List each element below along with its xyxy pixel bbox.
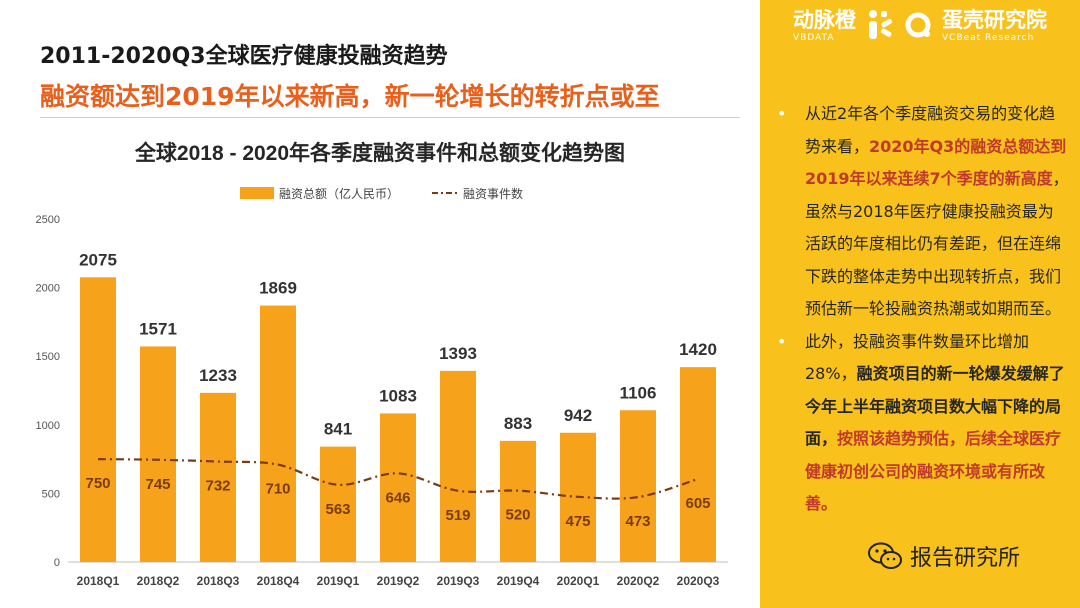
insight-highlight: 2020年Q3的融资总额达到2019年以来连续7个季度的新高度 [805,136,1067,189]
line-value-label: 519 [445,507,470,524]
bar [620,410,656,562]
brand-vcbeat-name: 蛋壳研究院 [942,8,1047,32]
brand-vcbeat-en: VCBeat Research [942,33,1035,43]
bar [440,370,476,562]
line-value-label: 646 [385,489,410,506]
bar-value-label: 1233 [199,366,237,385]
bar-value-label: 1420 [679,340,717,359]
page-title: 2011-2020Q3全球医疗健康投融资趋势 [40,44,448,69]
vbdata-logo-icon [869,10,892,39]
legend-bar-label: 融资总额（亿人民币） [279,186,399,201]
line-value-label: 732 [205,478,230,495]
line-value-label: 473 [625,513,650,530]
watermark: 报告研究所 [868,540,1020,572]
x-tick-label: 2018Q3 [197,574,240,588]
bar [80,277,116,562]
bar-value-label: 1393 [439,344,477,363]
line-value-label: 710 [265,481,290,498]
x-tick-label: 2019Q2 [377,574,420,588]
line-value-label: 475 [565,513,590,530]
bar [260,305,296,562]
wechat-icon [868,542,902,569]
bar [140,346,176,562]
legend-bar-swatch [240,187,274,199]
y-tick-label: 2500 [36,214,60,226]
bar-value-label: 1083 [379,386,417,405]
insight-item: • 从近2年各个季度融资交易的变化趋势来看，2020年Q3的融资总额达到2019… [777,98,1069,326]
bar [200,392,236,562]
y-tick-label: 0 [54,557,60,569]
bar-value-label: 1106 [620,383,657,402]
chart-title: 全球2018 - 2020年各季度融资事件和总额变化趋势图 [134,141,625,165]
line-value-label: 563 [325,501,350,518]
bar-value-label: 2075 [79,250,117,269]
line-value-label: 605 [685,495,710,512]
logo-group: 动脉橙 VBDATA 蛋壳研究院 VCBeat Research [793,8,1047,44]
side-panel [760,0,1080,608]
bullet-marker: • [777,331,787,351]
page-subtitle: 融资额达到2019年以来新高，新一轮增长的转折点或至 [40,82,660,111]
legend-line-label: 融资事件数 [463,186,523,201]
bar [320,446,356,562]
insight-text: 此外，投融资事件数量环比增加28%， [805,331,1030,384]
insight-list: • 从近2年各个季度融资交易的变化趋势来看，2020年Q3的融资总额达到2019… [777,98,1069,521]
watermark-text: 报告研究所 [910,546,1021,571]
y-tick-label: 1500 [36,351,60,363]
bar-value-label: 942 [564,406,592,425]
bar-value-label: 883 [504,414,532,433]
insight-highlight: 按照该趋势预估，后续全球医疗健康初创公司的融资环境或有所改善。 [805,429,1062,513]
insight-text: 从近2年各个季度融资交易的变化趋势来看， [805,104,1056,156]
brand-vcbeat: 蛋壳研究院 VCBeat Research [942,8,1047,44]
vcbeat-logo-icon [905,12,931,38]
x-tick-label: 2018Q4 [257,574,300,588]
brand-vbdata-name: 动脉橙 [793,8,856,32]
brand-vbdata: 动脉橙 VBDATA [793,8,856,44]
insight-strong: 融资项目的新一轮爆发缓解了今年上半年融资项目数大幅下降的局面， [805,364,1065,448]
x-tick-label: 2019Q4 [497,574,540,588]
x-tick-label: 2019Q1 [317,574,360,588]
x-tick-label: 2018Q1 [77,574,120,588]
bullet-marker: • [777,104,787,123]
y-tick-label: 1000 [36,420,60,432]
x-tick-label: 2020Q3 [677,574,720,588]
y-tick-label: 2000 [36,283,60,295]
line-value-label: 745 [145,476,170,493]
bar-value-label: 1571 [139,319,177,338]
bar-value-label: 1869 [259,279,297,298]
bar [500,440,536,562]
x-tick-label: 2018Q2 [137,574,180,588]
bar [380,413,416,562]
line-value-label: 750 [85,475,110,492]
bar-value-label: 841 [324,420,352,439]
y-tick-label: 500 [42,488,60,500]
bar [680,367,716,562]
line-value-label: 520 [505,507,530,524]
insight-text: ，虽然与2018年医疗健康投融资最为活跃的年度相比仍有差距，但在连绵下跌的整体走… [805,169,1069,318]
x-tick-label: 2020Q2 [617,574,660,588]
x-tick-label: 2019Q3 [437,574,480,588]
x-tick-label: 2020Q1 [557,574,600,588]
insight-item: • 此外，投融资事件数量环比增加28%，融资项目的新一轮爆发缓解了今年上半年融资… [777,326,1069,521]
brand-vbdata-en: VBDATA [793,33,835,43]
title-divider [40,117,740,118]
